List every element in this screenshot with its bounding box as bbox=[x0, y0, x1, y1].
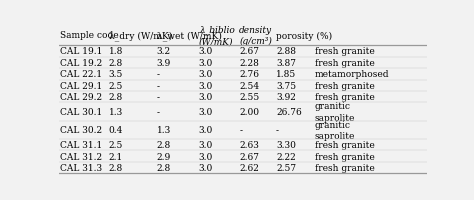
Text: 2.9: 2.9 bbox=[156, 152, 171, 161]
Text: 3.0: 3.0 bbox=[199, 70, 213, 79]
Text: λ_biblio
(W/mK): λ_biblio (W/mK) bbox=[199, 25, 235, 46]
Text: 3.30: 3.30 bbox=[276, 140, 296, 149]
Text: 2.63: 2.63 bbox=[239, 140, 259, 149]
Text: 2.55: 2.55 bbox=[239, 93, 259, 102]
Text: 3.87: 3.87 bbox=[276, 59, 296, 68]
Text: 2.5: 2.5 bbox=[109, 140, 123, 149]
Text: fresh granite: fresh granite bbox=[315, 163, 374, 172]
Text: -: - bbox=[156, 70, 160, 79]
Text: 2.76: 2.76 bbox=[239, 70, 259, 79]
Text: fresh granite: fresh granite bbox=[315, 140, 374, 149]
Text: -: - bbox=[156, 107, 160, 116]
Text: granitic
saprolite: granitic saprolite bbox=[315, 120, 355, 140]
Text: CAL 29.1: CAL 29.1 bbox=[60, 81, 102, 90]
Text: 3.0: 3.0 bbox=[199, 93, 213, 102]
Text: 3.5: 3.5 bbox=[109, 70, 123, 79]
Text: 0.4: 0.4 bbox=[109, 126, 123, 135]
Text: 2.8: 2.8 bbox=[109, 163, 123, 172]
Text: 3.0: 3.0 bbox=[199, 126, 213, 135]
Text: metamorphosed: metamorphosed bbox=[315, 70, 389, 79]
Text: 2.00: 2.00 bbox=[239, 107, 259, 116]
Text: λ_dry (W/mK): λ_dry (W/mK) bbox=[109, 31, 172, 41]
Text: 1.3: 1.3 bbox=[156, 126, 171, 135]
Text: 2.57: 2.57 bbox=[276, 163, 296, 172]
Text: density
(g/cm³): density (g/cm³) bbox=[239, 26, 273, 46]
Text: fresh granite: fresh granite bbox=[315, 93, 374, 102]
Text: 2.67: 2.67 bbox=[239, 152, 259, 161]
Text: 2.5: 2.5 bbox=[109, 81, 123, 90]
Text: CAL 31.3: CAL 31.3 bbox=[60, 163, 102, 172]
Text: CAL 30.1: CAL 30.1 bbox=[60, 107, 102, 116]
Text: 2.88: 2.88 bbox=[276, 47, 296, 56]
Text: 2.8: 2.8 bbox=[109, 59, 123, 68]
Text: 3.0: 3.0 bbox=[199, 59, 213, 68]
Text: fresh granite: fresh granite bbox=[315, 81, 374, 90]
Text: porosity (%): porosity (%) bbox=[276, 31, 332, 40]
Text: 2.62: 2.62 bbox=[239, 163, 259, 172]
Text: fresh granite: fresh granite bbox=[315, 152, 374, 161]
Text: 3.0: 3.0 bbox=[199, 140, 213, 149]
Text: CAL 19.1: CAL 19.1 bbox=[60, 47, 102, 56]
Text: 2.8: 2.8 bbox=[109, 93, 123, 102]
Text: 2.54: 2.54 bbox=[239, 81, 259, 90]
Text: CAL 29.2: CAL 29.2 bbox=[60, 93, 102, 102]
Text: CAL 31.1: CAL 31.1 bbox=[60, 140, 102, 149]
Text: 1.85: 1.85 bbox=[276, 70, 296, 79]
Text: 3.75: 3.75 bbox=[276, 81, 296, 90]
Text: CAL 31.2: CAL 31.2 bbox=[60, 152, 102, 161]
Text: 3.0: 3.0 bbox=[199, 152, 213, 161]
Text: 26.76: 26.76 bbox=[276, 107, 302, 116]
Text: 3.92: 3.92 bbox=[276, 93, 296, 102]
Text: CAL 30.2: CAL 30.2 bbox=[60, 126, 102, 135]
Text: -: - bbox=[156, 93, 160, 102]
Text: fresh granite: fresh granite bbox=[315, 59, 374, 68]
Text: 2.8: 2.8 bbox=[156, 140, 171, 149]
Text: 3.9: 3.9 bbox=[156, 59, 171, 68]
Text: 1.8: 1.8 bbox=[109, 47, 123, 56]
Text: 3.0: 3.0 bbox=[199, 107, 213, 116]
Text: 3.0: 3.0 bbox=[199, 163, 213, 172]
Text: -: - bbox=[239, 126, 242, 135]
Text: 2.67: 2.67 bbox=[239, 47, 259, 56]
Text: λ_wet (W/mK): λ_wet (W/mK) bbox=[156, 31, 221, 41]
Text: fresh granite: fresh granite bbox=[315, 47, 374, 56]
Text: -: - bbox=[276, 126, 279, 135]
Text: granitic
saprolite: granitic saprolite bbox=[315, 102, 355, 122]
Text: 2.22: 2.22 bbox=[276, 152, 296, 161]
Text: CAL 22.1: CAL 22.1 bbox=[60, 70, 102, 79]
Text: 1.3: 1.3 bbox=[109, 107, 123, 116]
Text: 2.1: 2.1 bbox=[109, 152, 123, 161]
Text: 3.0: 3.0 bbox=[199, 81, 213, 90]
Text: 2.28: 2.28 bbox=[239, 59, 259, 68]
Text: 2.8: 2.8 bbox=[156, 163, 171, 172]
Text: 3.2: 3.2 bbox=[156, 47, 171, 56]
Text: -: - bbox=[156, 81, 160, 90]
Text: Sample code: Sample code bbox=[60, 31, 118, 40]
Text: CAL 19.2: CAL 19.2 bbox=[60, 59, 102, 68]
Text: 3.0: 3.0 bbox=[199, 47, 213, 56]
